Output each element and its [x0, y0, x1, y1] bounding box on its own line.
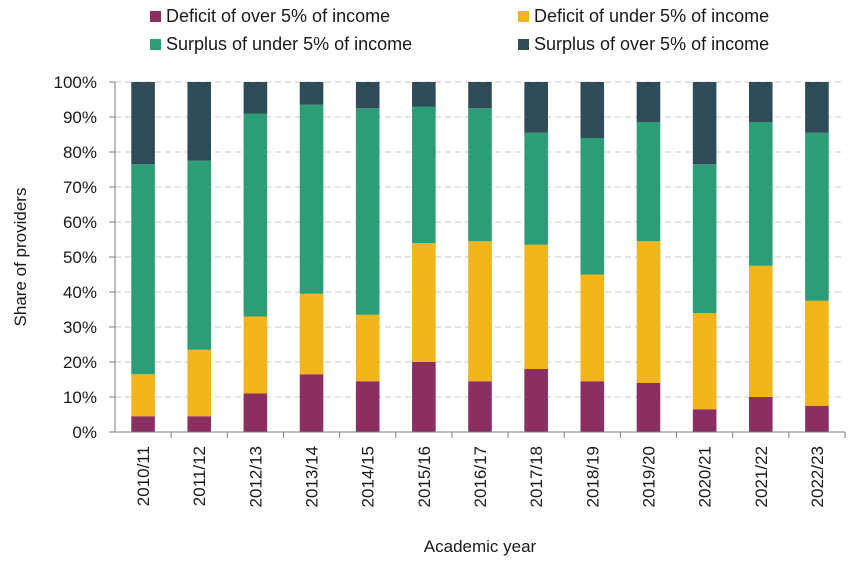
y-tick-label: 60% [63, 213, 97, 232]
bar-segment [636, 82, 661, 123]
bar-segment [692, 313, 717, 410]
bar-segment [580, 138, 605, 275]
y-tick-label: 70% [63, 178, 97, 197]
bar-segment [187, 349, 212, 417]
bar-segment [580, 381, 605, 432]
x-tick-label: 2022/23 [808, 446, 827, 507]
legend-swatch [150, 39, 161, 50]
y-tick-label: 100% [54, 73, 97, 92]
x-tick-label: 2013/14 [303, 446, 322, 507]
bar-segment [412, 243, 436, 362]
bar-segment [187, 82, 212, 161]
x-tick-label: 2010/11 [134, 446, 153, 506]
y-tick-label: 10% [63, 388, 97, 407]
y-tick-label: 40% [63, 283, 97, 302]
bar-segment [468, 108, 492, 242]
bar-segment [805, 300, 829, 406]
x-tick-label: 2020/21 [696, 446, 715, 507]
bar-segment [580, 82, 605, 138]
bar-segment [412, 106, 436, 243]
legend-label: Deficit of over 5% of income [166, 6, 390, 26]
bar-segment [748, 82, 773, 123]
bar-segment [412, 362, 436, 432]
bar-segment [131, 164, 155, 375]
bar-segment [805, 405, 829, 432]
legend: Deficit of over 5% of income Deficit of u… [150, 6, 769, 54]
y-tick-label: 50% [63, 248, 97, 267]
bar-segment [355, 314, 380, 382]
x-tick-label: 2011/12 [190, 446, 209, 506]
bar-segment [748, 122, 773, 266]
bar-segment [468, 241, 492, 382]
y-tick-label: 90% [63, 108, 97, 127]
bar-segment [299, 293, 324, 375]
bar-segment [692, 409, 717, 432]
bar-segment [243, 82, 268, 114]
x-tick-label: 2019/20 [639, 446, 658, 507]
legend-label: Surplus of under 5% of income [166, 34, 412, 54]
bar-segment [299, 82, 324, 105]
legend-swatch [150, 11, 161, 22]
y-tick-label: 80% [63, 143, 97, 162]
bar-segment [355, 82, 380, 109]
x-tick-label: 2014/15 [359, 446, 378, 507]
legend-swatch [518, 11, 529, 22]
bar-segment [748, 397, 773, 432]
bar-segment [692, 82, 717, 165]
y-tick-label: 0% [72, 423, 97, 442]
bar-segment [692, 164, 717, 313]
legend-label: Surplus of over 5% of income [534, 34, 769, 54]
bar-segment [243, 393, 268, 432]
bar-segment [243, 113, 268, 317]
bar-segment [468, 82, 492, 109]
x-tick-label: 2017/18 [527, 446, 546, 507]
bar-segment [636, 383, 661, 432]
y-tick-label: 20% [63, 353, 97, 372]
bar-segment [805, 132, 829, 301]
bar-segment [748, 265, 773, 397]
y-tick-label: 30% [63, 318, 97, 337]
bar-segment [299, 374, 324, 432]
bar-segment [243, 316, 268, 394]
x-tick-label: 2018/19 [583, 446, 602, 507]
bar-segment [805, 82, 829, 133]
x-tick-label: 2015/16 [415, 446, 434, 507]
bar-segment [131, 374, 155, 417]
x-tick-label: 2021/22 [752, 446, 771, 507]
bar-segment [187, 416, 212, 432]
x-tick-label: 2012/13 [246, 446, 265, 507]
bar-segment [524, 132, 548, 245]
bar-segment [299, 104, 324, 294]
bar-segment [468, 381, 492, 432]
bar-segment [636, 241, 661, 383]
bar-segment [131, 82, 155, 165]
legend-swatch [518, 39, 529, 50]
bar-segment [355, 108, 380, 315]
axes: 0% 10% 20% 30% 40% 50% 60% 70% 80% 90% 100% 2010/11… [54, 73, 846, 507]
bar-segment [524, 244, 548, 369]
bar-segment [636, 122, 661, 242]
bar-segment [524, 82, 548, 133]
bar-segment [412, 82, 436, 107]
bar-segment [580, 274, 605, 382]
y-axis-label: Share of providers [11, 188, 30, 327]
bar-segment [187, 160, 212, 350]
x-axis-label: Academic year [424, 537, 537, 556]
bar-segment [524, 369, 548, 432]
legend-label: Deficit of under 5% of income [534, 6, 769, 26]
x-tick-label: 2016/17 [471, 446, 490, 507]
bars [131, 82, 829, 432]
bar-segment [131, 416, 155, 432]
bar-segment [355, 381, 380, 432]
